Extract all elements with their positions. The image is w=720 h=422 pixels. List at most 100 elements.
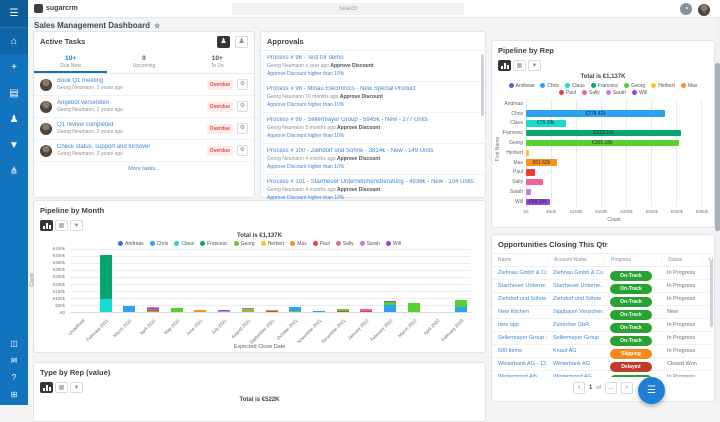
filter-icon[interactable]: ▼: [0, 132, 28, 158]
col-progress[interactable]: Progress: [604, 257, 661, 263]
filter-icon[interactable]: ▼: [528, 60, 541, 71]
col-account[interactable]: Account Name: [547, 257, 604, 263]
month-bar-segment[interactable]: [455, 307, 467, 312]
approval-item[interactable]: Process # 98 - Minau Electronics - New S…: [261, 82, 485, 113]
task-title-link[interactable]: Q1 review completed: [57, 122, 207, 128]
task-title-link[interactable]: Angebot versenden: [57, 100, 207, 106]
month-bar-segment[interactable]: [123, 306, 135, 312]
legend-item[interactable]: Georg: [624, 83, 645, 89]
page-ellipsis-button[interactable]: ...: [605, 382, 617, 394]
rep-bar[interactable]: €61.62k: [526, 159, 557, 166]
legend-item[interactable]: Max: [290, 241, 306, 247]
table-row[interactable]: Ziehnau Gmbh & Co... Ziehnau Gmbh & Co..…: [492, 267, 714, 280]
rep-bar[interactable]: €305.18k: [526, 140, 679, 147]
legend-item[interactable]: Francesc: [591, 83, 619, 89]
legend-item[interactable]: Sally: [582, 90, 600, 96]
legend-item[interactable]: Will: [632, 90, 647, 96]
reports-icon[interactable]: ◫: [0, 335, 28, 352]
table-row[interactable]: Ziehdorf und Söhne... Ziehdorf und Söhne…: [492, 293, 714, 306]
task-row[interactable]: Q1 review completed Georg Neumann, 2 yea…: [34, 118, 254, 140]
legend-item[interactable]: Claus: [174, 241, 194, 247]
opp-account-link[interactable]: Ziehdorf und Söhne: [547, 296, 604, 302]
opp-name-link[interactable]: Ziehdorf und Söhne...: [492, 296, 547, 302]
opp-name-link[interactable]: Sellermayer Group -...: [492, 335, 547, 341]
legend-item[interactable]: Sarah: [360, 241, 380, 247]
next-page-button[interactable]: ›: [621, 382, 633, 394]
opp-name-link[interactable]: Winterbank AG - 12...: [492, 361, 547, 367]
tab-due-now[interactable]: 10+Due Now: [34, 52, 107, 73]
opp-name-link[interactable]: New Kitchen: [492, 309, 547, 315]
table-view-icon[interactable]: ▦: [55, 220, 68, 231]
rep-bar[interactable]: €278.42k: [526, 110, 665, 117]
help-icon[interactable]: ?: [0, 369, 28, 386]
approval-item[interactable]: Process # 100 - Ziehdorf und Söhne - 381…: [261, 144, 485, 175]
contacts-icon[interactable]: ♟: [0, 106, 28, 132]
table-row[interactable]: New Kitchen Sippbaum Versicher... On-Tra…: [492, 306, 714, 319]
web-icon[interactable]: ⊞: [0, 386, 28, 403]
task-row[interactable]: Check status, support and turnover Georg…: [34, 140, 254, 162]
opp-name-link[interactable]: Ziehnau Gmbh & Co...: [492, 270, 547, 276]
opp-account-link[interactable]: Winterbank AG: [547, 361, 604, 367]
table-view-icon[interactable]: ▦: [55, 382, 68, 393]
legend-item[interactable]: Georg: [234, 241, 255, 247]
rep-bar[interactable]: [526, 189, 531, 196]
month-bar-segment[interactable]: [194, 310, 206, 312]
opp-name-link[interactable]: 500 items: [492, 348, 547, 354]
process-title-link[interactable]: Process # 101 - Starrheuer Unternehmensb…: [267, 179, 479, 185]
rep-bar[interactable]: [526, 169, 535, 176]
table-row[interactable]: Wintermond Alb... Wintermond AG On-Track…: [492, 371, 714, 377]
rep-bar[interactable]: €310.74k: [526, 130, 681, 137]
legend-item[interactable]: Will: [386, 241, 401, 247]
opp-account-link[interactable]: Wintermond AG: [547, 374, 604, 377]
month-bar-segment[interactable]: [147, 311, 159, 312]
gear-icon[interactable]: ⚙: [237, 79, 248, 90]
legend-item[interactable]: Max: [681, 83, 697, 89]
tab-to-do[interactable]: 10+To Do: [181, 52, 254, 73]
col-name[interactable]: Name: [492, 257, 547, 263]
scrollbar-thumb[interactable]: [481, 54, 484, 116]
home-icon[interactable]: ⌂: [0, 28, 28, 54]
user-avatar[interactable]: ⌄: [698, 3, 710, 21]
page-scrollbar[interactable]: [715, 18, 720, 405]
month-bar-segment[interactable]: [360, 311, 372, 312]
legend-item[interactable]: Herbert: [261, 241, 285, 247]
gear-icon[interactable]: ⚙: [237, 123, 248, 134]
filter-icon[interactable]: ▼: [70, 220, 83, 231]
task-row[interactable]: Book Q1 meeting Georg Neumann, 2 years a…: [34, 74, 254, 96]
legend-item[interactable]: Chris: [540, 83, 559, 89]
legend-item[interactable]: Sarah: [606, 90, 626, 96]
process-title-link[interactable]: Process # 100 - Ziehdorf und Söhne - 381…: [267, 148, 479, 154]
more-tasks-link[interactable]: More tasks...: [34, 162, 254, 176]
task-title-link[interactable]: Check status, support and turnover: [57, 144, 207, 150]
create-icon[interactable]: +: [0, 54, 28, 80]
table-row[interactable]: Sellermayer Group -... Sellermayer Group…: [492, 332, 714, 345]
rep-bar[interactable]: €79.39k: [526, 120, 566, 127]
filter-icon[interactable]: ▼: [70, 382, 83, 393]
app-logo[interactable]: sugarcrm: [34, 4, 78, 13]
month-bar-segment[interactable]: [289, 311, 301, 312]
process-title-link[interactable]: Process # 98 - Minau Electronics - New S…: [267, 86, 479, 92]
task-title-link[interactable]: Book Q1 meeting: [57, 78, 207, 84]
table-row[interactable]: Starrheuer Unterne... Starrheuer Unterne…: [492, 280, 714, 293]
month-bar-segment[interactable]: [266, 311, 278, 312]
opp-account-link[interactable]: Knauf AG: [547, 348, 604, 354]
process-title-link[interactable]: Process # 99 - Sellermayer Group - 5945€…: [267, 117, 479, 123]
chat-icon[interactable]: ✉: [0, 352, 28, 369]
month-bar-segment[interactable]: [313, 311, 325, 312]
task-row[interactable]: Angebot versenden Georg Neumann, 2 years…: [34, 96, 254, 118]
gear-icon[interactable]: ⚙: [237, 145, 248, 156]
opp-account-link[interactable]: Zubricher GbR: [547, 322, 604, 328]
approval-item[interactable]: Process # 99 - Sellermayer Group - 5945€…: [261, 113, 485, 144]
menu-icon[interactable]: ☰: [0, 0, 28, 28]
favorite-star-icon[interactable]: ☆: [154, 23, 160, 30]
month-bar-segment[interactable]: [384, 305, 396, 312]
scrollbar-thumb[interactable]: [715, 63, 720, 231]
search-input[interactable]: [232, 3, 464, 15]
opp-account-link[interactable]: Starrheuer Unterne...: [547, 283, 604, 289]
table-row[interactable]: new opp Zubricher GbR On-Track In Progre…: [492, 319, 714, 332]
col-status[interactable]: Status: [661, 257, 702, 263]
month-bar-segment[interactable]: [455, 300, 467, 307]
rep-bar[interactable]: [526, 179, 543, 186]
opp-account-link[interactable]: Sellermayer Group: [547, 335, 604, 341]
legend-item[interactable]: Sally: [336, 241, 354, 247]
